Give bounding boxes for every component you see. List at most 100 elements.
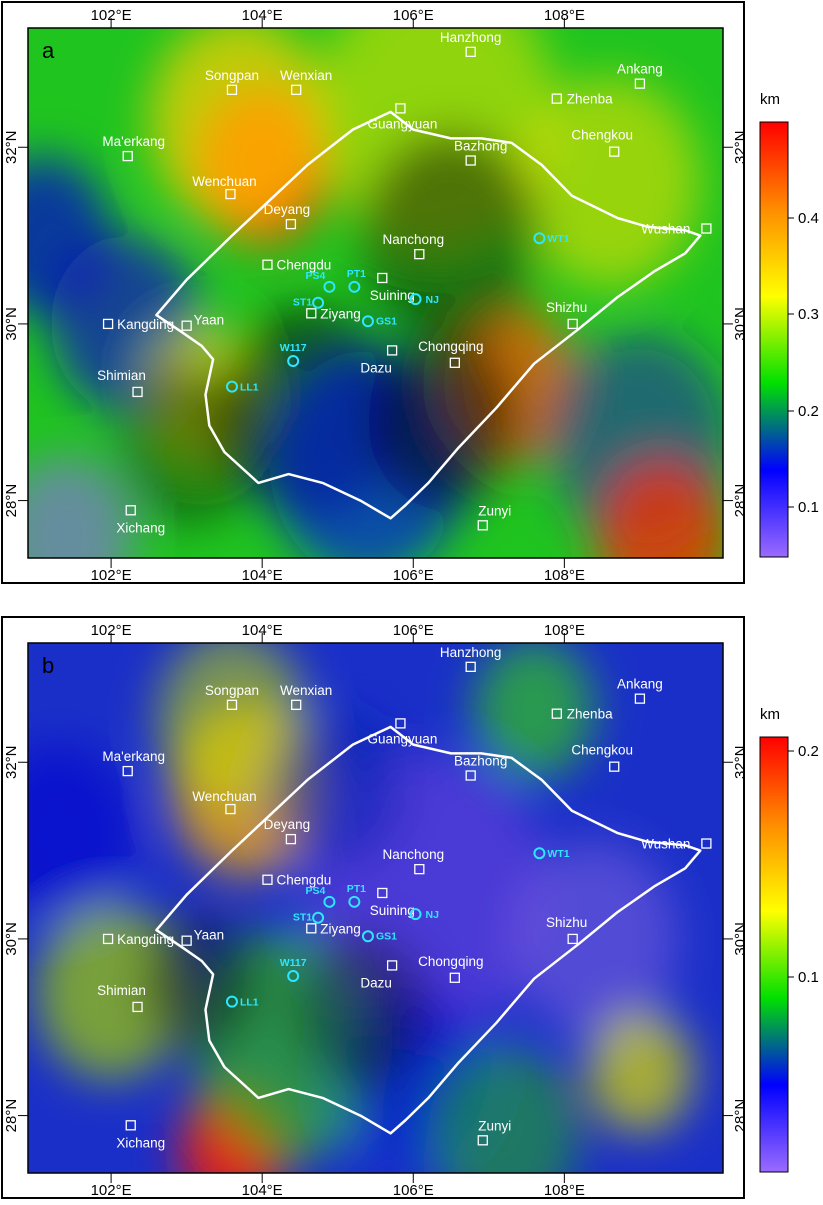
city-marker-icon: [465, 770, 476, 781]
well-label: PT1: [347, 883, 366, 895]
raster-blob: [28, 744, 134, 922]
colorbar-tick-label: 0.1: [798, 969, 819, 986]
city-label: Shizhu: [546, 300, 587, 315]
lat-tick-label-right: 32°N: [732, 130, 749, 164]
city-marker-icon: [701, 838, 712, 849]
city-label: Suining: [370, 288, 415, 303]
city-marker-icon: [132, 1001, 143, 1013]
city-xichang: Xichang: [116, 1120, 165, 1150]
lon-tick-label-top: 102°E: [91, 622, 132, 639]
city-chongqing: Chongqing: [418, 339, 483, 368]
city-marker-icon: [377, 887, 388, 899]
city-label: Ma'erkang: [102, 134, 165, 149]
map-panel-b: b 102°E 102°E 104°E 104°E 106°E 106°E 108°E 108°…: [0, 615, 823, 1200]
colorbar-tick-label: 0.1: [798, 499, 819, 516]
city-label: Wushan: [641, 222, 690, 237]
city-shizhu: Shizhu: [546, 300, 587, 330]
city-label: Shizhu: [546, 915, 587, 930]
city-marker-icon: [291, 699, 302, 710]
lon-tick-label-top: 102°E: [91, 7, 132, 24]
city-label: Hanzhong: [440, 30, 502, 45]
lat-tick-label-right: 28°N: [732, 484, 749, 518]
lon-tick-label-top: 104°E: [242, 622, 283, 639]
well-label: W117: [280, 342, 307, 354]
city-marker-icon: [395, 718, 406, 729]
map-border: [27, 642, 724, 1174]
city-ziyang: Ziyang: [306, 921, 361, 936]
raster-blob: [35, 903, 187, 1081]
city-marker-icon: [181, 935, 192, 946]
well-nj: NJ: [409, 293, 439, 306]
colorbar-tick-label: 0.4: [798, 210, 819, 227]
colorbar: [759, 736, 789, 1173]
lon-tick-label-top: 108°E: [544, 622, 585, 639]
city-dazu: Dazu: [360, 960, 398, 990]
city-marker-icon: [551, 708, 562, 719]
city-zhenba: Zhenba: [551, 92, 613, 107]
well-marker-icon: [533, 232, 546, 245]
lon-tick-label-bottom: 102°E: [91, 567, 132, 584]
city-marker-icon: [465, 46, 476, 57]
city-kangding: Kangding: [102, 317, 174, 332]
colorbar: [759, 121, 789, 558]
city-label: Deyang: [264, 817, 311, 832]
city-label: Shimian: [97, 368, 146, 383]
city-label: Wushan: [641, 837, 690, 852]
city-marker-icon: [125, 1120, 136, 1131]
city-maerkang: Ma'erkang: [102, 749, 165, 777]
city-zunyi: Zunyi: [477, 1118, 511, 1146]
city-marker-icon: [477, 520, 488, 531]
raster-blob: [367, 332, 520, 510]
city-marker-icon: [122, 765, 133, 777]
raster-blob: [118, 368, 255, 528]
city-label: Chongqing: [418, 954, 483, 969]
city-marker-icon: [465, 661, 476, 672]
city-marker-icon: [306, 923, 317, 934]
lat-tick-label-left: 30°N: [3, 922, 20, 956]
city-deyang: Deyang: [264, 202, 310, 230]
well-marker-icon: [348, 280, 361, 293]
city-zunyi: Zunyi: [477, 503, 511, 531]
city-label: Chengkou: [571, 128, 633, 143]
city-shimian: Shimian: [97, 983, 146, 1013]
city-wenchuan: Wenchuan: [192, 789, 257, 815]
city-label: Dazu: [360, 360, 392, 375]
well-label: PT1: [347, 268, 366, 280]
well-marker-icon: [361, 930, 374, 943]
city-marker-icon: [449, 972, 460, 983]
well-wt1: WT1: [533, 232, 570, 245]
city-marker-icon: [477, 1135, 488, 1146]
well-label: GS1: [376, 315, 397, 327]
well-label: ST1: [293, 297, 312, 309]
well-marker-icon: [361, 315, 374, 328]
colorbar-tick-label: 0.2: [798, 403, 819, 420]
well-nj: NJ: [409, 908, 440, 921]
city-label: Zunyi: [478, 1118, 511, 1133]
well-st1: ST1: [293, 296, 325, 309]
well-marker-icon: [312, 911, 325, 924]
well-label: LL1: [240, 997, 259, 1009]
city-marker-icon: [551, 93, 562, 104]
city-bazhong: Bazhong: [454, 139, 507, 166]
lat-tick-label-right: 30°N: [732, 922, 749, 956]
lon-tick-label-bottom: 102°E: [91, 1182, 132, 1199]
city-label: Shimian: [97, 983, 146, 998]
lon-tick-label-top: 104°E: [242, 7, 283, 24]
city-label: Zhenba: [567, 92, 613, 107]
well-marker-icon: [323, 280, 336, 293]
well-marker-icon: [348, 895, 361, 908]
city-yaan: Yaan: [181, 928, 224, 946]
city-wenxian: Wenxian: [280, 68, 332, 95]
city-label: Nanchong: [383, 232, 445, 247]
city-label: Xichang: [116, 520, 165, 535]
city-maerkang: Ma'erkang: [102, 134, 165, 162]
city-label: Yaan: [194, 313, 225, 328]
basin-outline: [155, 110, 702, 520]
city-marker-icon: [226, 84, 238, 95]
map-svg: a 102°E 102°E 104°E 104°E 106°E 106°E 108°E 108°…: [1, 1, 819, 584]
well-w117: W117: [280, 957, 307, 983]
well-label: NJ: [426, 909, 440, 921]
city-marker-icon: [262, 874, 273, 885]
city-shizhu: Shizhu: [546, 915, 587, 945]
lat-tick-label-right: 28°N: [732, 1099, 749, 1133]
